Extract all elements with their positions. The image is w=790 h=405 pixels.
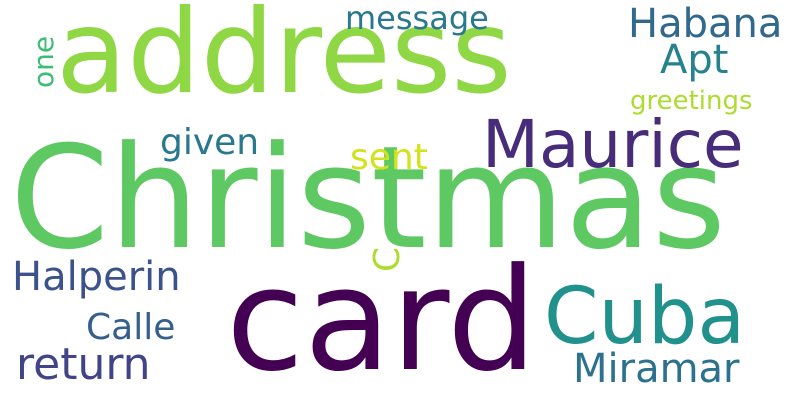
word-miramar: Miramar: [573, 346, 740, 392]
word-calle: Calle: [86, 307, 176, 348]
word-sent: sent: [350, 137, 428, 178]
word-return: return: [16, 339, 151, 390]
word-one: one: [27, 35, 60, 88]
word-message: message: [345, 0, 489, 37]
word-christmas: Christmas: [10, 116, 726, 281]
word-card: card: [226, 238, 538, 403]
word-given: given: [160, 122, 260, 163]
word-halperin: Halperin: [12, 254, 181, 300]
word-maurice: Maurice: [482, 106, 744, 183]
word-address: address: [56, 0, 512, 120]
word-c: C: [367, 246, 408, 272]
word-habana: Habana: [628, 1, 783, 47]
word-cuba: Cuba: [544, 272, 746, 362]
word-apt: Apt: [660, 37, 729, 83]
word-greetings: greetings: [630, 86, 753, 116]
